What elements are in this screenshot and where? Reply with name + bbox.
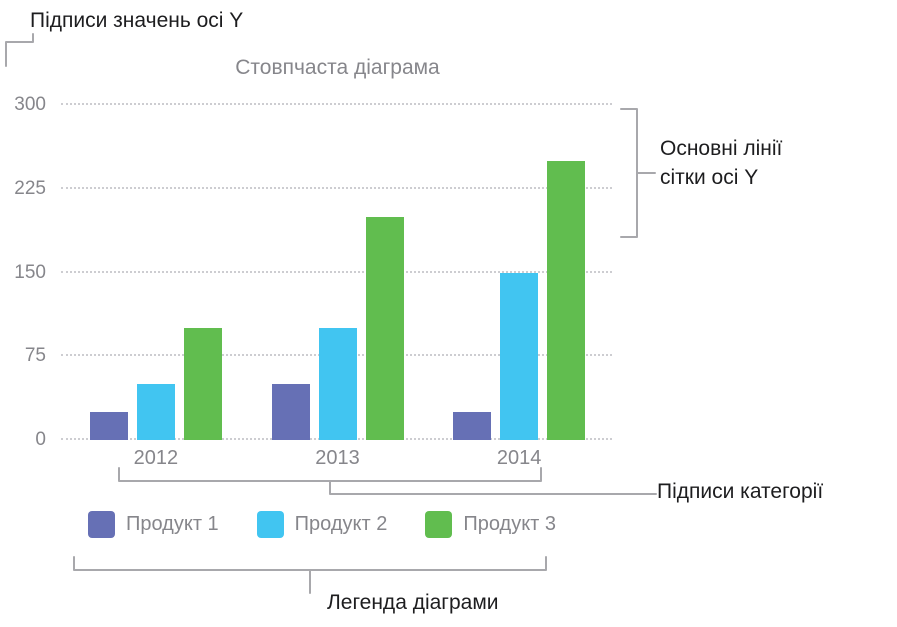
legend-label: Продукт 3 xyxy=(463,513,557,535)
bar-продукт-2-2013 xyxy=(318,328,357,440)
legend-swatch xyxy=(88,511,115,538)
legend-item-продукт-2: Продукт 2 xyxy=(256,511,388,538)
category-label-2013: 2013 xyxy=(315,447,360,469)
legend: Продукт 1 Продукт 2 Продукт 3 xyxy=(88,511,556,538)
legend-label: Продукт 2 xyxy=(294,513,388,535)
bar-group-2014 xyxy=(428,105,610,440)
annotation-category-labels: Підписи категорії xyxy=(657,480,824,503)
bar-продукт-1-2013 xyxy=(271,384,310,440)
bar-продукт-1-2014 xyxy=(453,412,492,440)
annotation-y-gridlines-line1: Основні лінії xyxy=(660,137,783,160)
category-label-2012: 2012 xyxy=(133,447,179,469)
annotation-y-value-labels: Підписи значень осі Y xyxy=(30,9,244,32)
annotation-y-gridlines: Основні лінії сітки осі Y xyxy=(660,134,782,192)
legend-item-продукт-3: Продукт 3 xyxy=(425,511,556,538)
legend-swatch xyxy=(256,511,284,538)
bar-продукт-2-2012 xyxy=(136,384,175,440)
y-tick-label-300: 300 xyxy=(14,94,46,115)
y-tick-label-225: 225 xyxy=(14,177,46,199)
y-tick-label-150: 150 xyxy=(14,261,46,283)
bar-продукт-3-2013 xyxy=(365,216,404,440)
category-labels-bracket xyxy=(118,467,657,495)
annotation-chart-legend: Легенда діаграми xyxy=(327,591,499,614)
legend-swatch xyxy=(425,511,453,538)
legend-bracket xyxy=(73,556,547,594)
legend-label: Продукт 1 xyxy=(126,513,219,535)
gridline-150 xyxy=(61,270,612,273)
annotation-y-gridlines-line2: сітки осі Y xyxy=(660,166,759,189)
y-tick-label-75: 75 xyxy=(24,345,46,367)
y-tick-label-0: 0 xyxy=(35,429,46,450)
bar-продукт-2-2014 xyxy=(500,272,539,440)
y-value-labels-bracket xyxy=(5,33,34,67)
gridline-300 xyxy=(61,103,612,105)
plot-area xyxy=(61,103,612,440)
x-axis-labels: 2012 2013 2014 xyxy=(65,447,610,470)
chart-title: Стовпчаста діаграма xyxy=(235,56,440,79)
bar-groups xyxy=(65,105,610,440)
category-label-2014: 2014 xyxy=(496,447,542,469)
bar-продукт-3-2012 xyxy=(183,328,222,440)
y-axis-labels: 0 75 150 225 300 xyxy=(0,94,46,450)
y-gridlines-bracket xyxy=(620,108,656,238)
legend-item-продукт-1: Продукт 1 xyxy=(88,511,219,538)
gridline-225 xyxy=(61,186,612,189)
bar-продукт-1-2012 xyxy=(89,412,128,440)
bar-group-2012 xyxy=(65,105,247,440)
bar-продукт-3-2014 xyxy=(547,160,586,440)
bar-group-2013 xyxy=(247,105,429,440)
